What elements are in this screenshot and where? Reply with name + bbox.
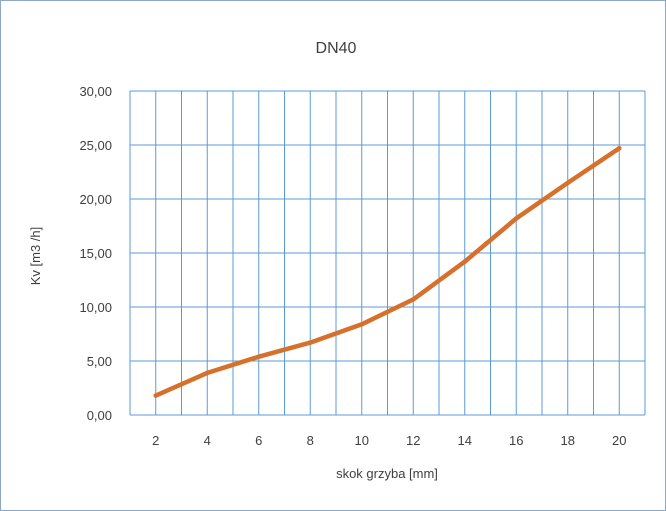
y-tick-label: 0,00 [87, 408, 112, 423]
series-layer [153, 145, 622, 398]
data-point [153, 393, 158, 398]
series-line [153, 145, 622, 398]
y-tick-label: 25,00 [79, 138, 112, 153]
x-tick-label: 10 [355, 433, 369, 448]
data-point [256, 354, 261, 359]
data-point [411, 297, 416, 302]
y-axis-ticks: 0,00 5,00 10,00 15,00 20,00 25,00 30,00 [79, 84, 112, 423]
data-point [359, 322, 364, 327]
chart-title: DN40 [316, 40, 357, 57]
grid [129, 90, 646, 416]
x-tick-label: 6 [255, 433, 262, 448]
y-tick-label: 10,00 [79, 300, 112, 315]
data-point [308, 340, 313, 345]
y-axis-label: Kv [m3 /h] [28, 227, 43, 286]
x-tick-label: 12 [406, 433, 420, 448]
x-tick-label: 20 [612, 433, 626, 448]
y-tick-label: 20,00 [79, 192, 112, 207]
data-point [565, 180, 570, 185]
x-tick-label: 18 [561, 433, 575, 448]
y-tick-label: 30,00 [79, 84, 112, 99]
y-tick-label: 5,00 [87, 354, 112, 369]
x-tick-label: 16 [509, 433, 523, 448]
data-point [462, 259, 467, 264]
x-axis-label: skok grzyba [mm] [336, 466, 438, 481]
data-point [205, 370, 210, 376]
x-tick-label: 8 [307, 433, 314, 448]
data-point [514, 216, 519, 221]
x-tick-label: 4 [204, 433, 211, 448]
x-tick-label: 2 [152, 433, 159, 448]
x-axis-ticks: 2 4 6 8 10 12 14 16 18 20 [152, 433, 626, 448]
y-tick-label: 15,00 [79, 246, 112, 261]
x-tick-label: 14 [458, 433, 472, 448]
data-point [617, 146, 622, 151]
